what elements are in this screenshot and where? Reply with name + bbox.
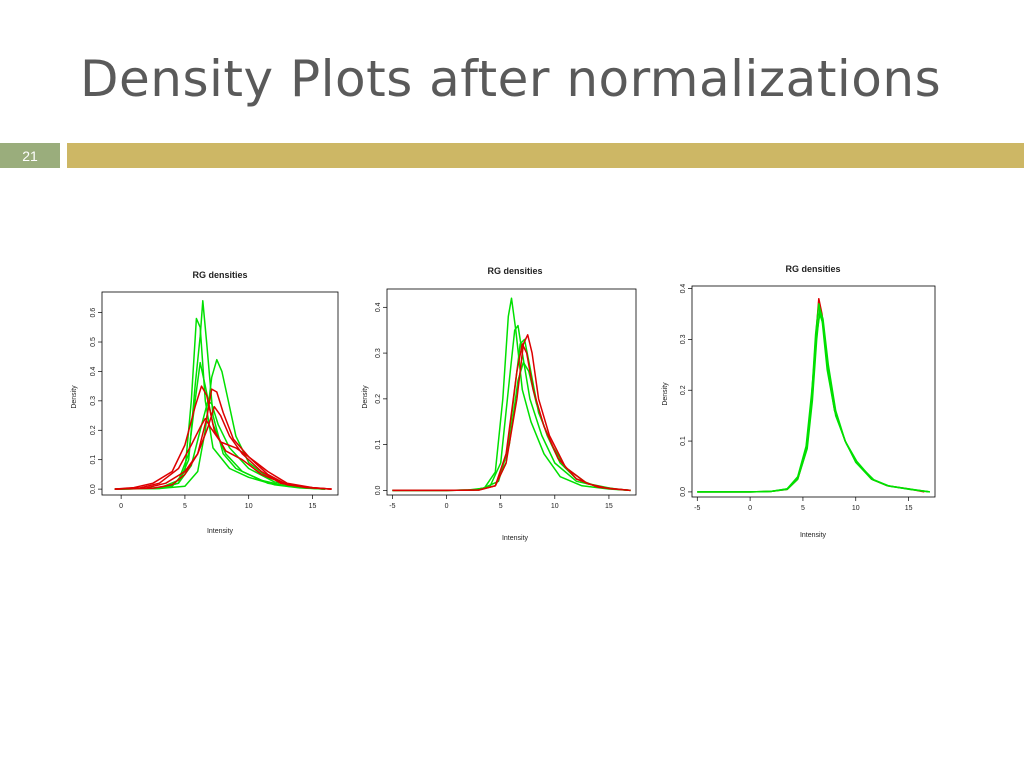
y-tick-label: 0.3: [90, 396, 97, 406]
slide-title: Density Plots after normalizations: [80, 50, 942, 108]
y-tick-label: 0.0: [680, 487, 687, 497]
y-axis-label: Density: [71, 385, 78, 409]
x-axis-label: Intensity: [800, 532, 827, 539]
green-density-line: [697, 303, 930, 493]
x-tick-label: 10: [245, 503, 253, 510]
y-tick-label: 0.0: [90, 484, 97, 494]
green-density-line: [392, 361, 631, 492]
y-tick-label: 0.4: [90, 366, 97, 376]
density-plot-3: RG densities Intensity Density -5 0 5 10 15 0…: [662, 264, 936, 539]
x-tick-label: -5: [694, 505, 700, 512]
y-tick-label: 0.4: [375, 302, 382, 312]
y-tick-label: 0.1: [680, 436, 687, 446]
y-axis-label: Density: [362, 385, 369, 409]
x-axis-label: Intensity: [502, 535, 529, 542]
y-tick-label: 0.3: [680, 334, 687, 344]
y-axis-label: Density: [662, 382, 669, 406]
plot-frame: [691, 285, 936, 498]
red-density-line: [114, 405, 332, 490]
y-tick-label: 0.1: [90, 455, 97, 465]
plot-area: -5 0 5 10 15 0.0 0.1 0.2 0.3 0.4: [680, 284, 936, 512]
chart-title: RG densities: [192, 270, 247, 280]
y-tick-label: 0.2: [375, 394, 382, 404]
red-density-line: [114, 385, 332, 490]
red-density-line: [392, 343, 631, 492]
x-tick-label: 5: [183, 503, 187, 510]
green-density-line: [392, 297, 631, 492]
green-density-line: [114, 358, 326, 490]
y-tick-label: 0.6: [90, 308, 97, 318]
x-tick-label: 0: [445, 503, 449, 510]
x-tick-label: 5: [801, 505, 805, 512]
plot-frame: [386, 288, 637, 496]
header-accent-bar: [67, 143, 1024, 168]
density-plot-2: RG densities Intensity Density -5 0 5 10 15 0…: [362, 266, 637, 542]
x-tick-label: 0: [119, 503, 123, 510]
slide-number: 21: [0, 143, 60, 168]
x-tick-label: 15: [905, 505, 913, 512]
density-plot-1: RG densities Intensity Density 0 5 10 15 0.0…: [71, 270, 339, 535]
y-tick-label: 0.2: [680, 385, 687, 395]
red-density-line: [114, 417, 332, 490]
plot-frame: [101, 291, 339, 496]
y-tick-label: 0.5: [90, 337, 97, 347]
green-density-line: [697, 308, 930, 493]
y-tick-label: 0.0: [375, 485, 382, 495]
red-density-line: [114, 388, 332, 490]
chart-title: RG densities: [487, 266, 542, 276]
x-tick-label: 10: [852, 505, 860, 512]
x-tick-label: -5: [389, 503, 395, 510]
x-tick-label: 5: [499, 503, 503, 510]
plot-area: -5 0 5 10 15 0.0 0.1 0.2 0.3 0.4: [375, 288, 637, 510]
y-tick-label: 0.3: [375, 348, 382, 358]
x-tick-label: 0: [748, 505, 752, 512]
y-tick-label: 0.1: [375, 440, 382, 450]
plot-area: 0 5 10 15 0.0 0.1 0.2 0.3 0.4 0.5 0.6: [90, 291, 339, 510]
y-tick-label: 0.4: [680, 284, 687, 294]
x-tick-label: 15: [605, 503, 613, 510]
x-tick-label: 10: [551, 503, 559, 510]
chart-title: RG densities: [785, 264, 840, 274]
y-tick-label: 0.2: [90, 425, 97, 435]
green-density-line: [114, 400, 326, 490]
x-axis-label: Intensity: [207, 528, 234, 535]
green-density-line: [114, 300, 326, 490]
x-tick-label: 15: [309, 503, 317, 510]
green-density-line: [114, 361, 326, 490]
green-density-line: [697, 313, 930, 493]
